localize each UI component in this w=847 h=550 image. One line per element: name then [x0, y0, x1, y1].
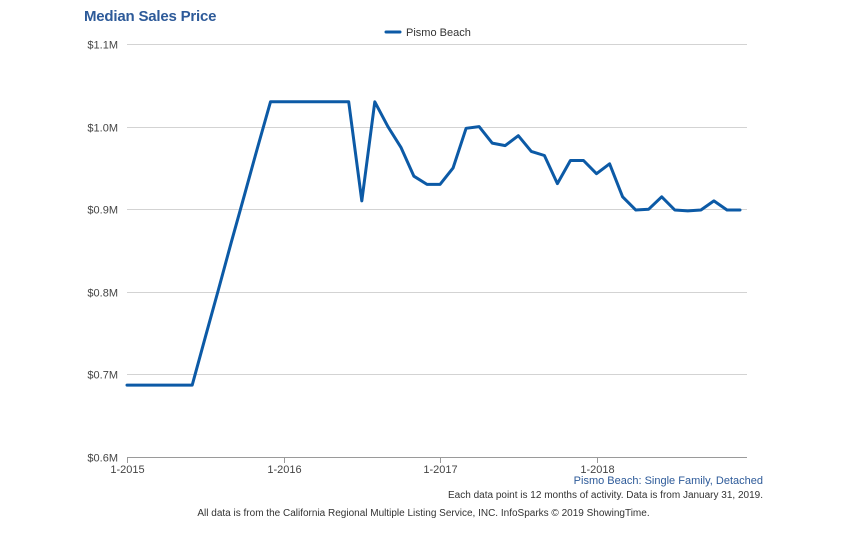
data-point[interactable]	[465, 127, 468, 130]
y-tick-label: $0.7M	[87, 370, 118, 382]
data-point[interactable]	[439, 183, 442, 186]
gridlines	[127, 44, 747, 458]
data-point[interactable]	[726, 209, 729, 212]
data-point[interactable]	[569, 159, 572, 162]
data-point[interactable]	[347, 100, 350, 103]
data-point[interactable]	[634, 209, 637, 212]
x-tick-label: 1-2018	[580, 464, 614, 476]
data-point[interactable]	[386, 125, 389, 128]
data-point[interactable]	[673, 209, 676, 212]
y-tick-label: $0.9M	[87, 205, 118, 217]
data-point[interactable]	[647, 208, 650, 211]
data-point[interactable]	[543, 154, 546, 157]
data-point[interactable]	[478, 125, 481, 128]
data-point[interactable]	[334, 100, 337, 103]
data-point[interactable]	[217, 289, 220, 292]
data-point[interactable]	[621, 195, 624, 198]
data-point[interactable]	[412, 175, 415, 178]
data-point[interactable]	[269, 100, 272, 103]
data-point[interactable]	[491, 142, 494, 145]
data-point[interactable]	[608, 162, 611, 165]
x-axis-ticks: 1-2015 1-2016 1-2017 1-2018	[110, 457, 615, 476]
legend[interactable]: Pismo Beach	[384, 27, 471, 39]
series-line-pismo-beach[interactable]	[125, 100, 742, 387]
y-axis-ticks: $0.6M $0.7M $0.8M $0.9M $1.0M $1.1M	[87, 40, 118, 465]
data-point[interactable]	[126, 384, 129, 387]
data-point[interactable]	[582, 159, 585, 162]
data-point[interactable]	[282, 100, 285, 103]
data-point[interactable]	[399, 146, 402, 149]
data-point[interactable]	[699, 209, 702, 212]
data-point[interactable]	[295, 100, 298, 103]
data-point[interactable]	[373, 100, 376, 103]
y-tick-label: $1.1M	[87, 40, 118, 52]
data-point[interactable]	[595, 172, 598, 175]
data-point[interactable]	[243, 194, 246, 197]
legend-label[interactable]: Pismo Beach	[406, 27, 471, 39]
data-point[interactable]	[321, 100, 324, 103]
data-point[interactable]	[152, 384, 155, 387]
y-tick-label: $0.6M	[87, 453, 118, 465]
data-point[interactable]	[530, 150, 533, 153]
data-point[interactable]	[165, 384, 168, 387]
data-point[interactable]	[504, 144, 507, 147]
data-point[interactable]	[308, 100, 311, 103]
x-tick-label: 1-2016	[267, 464, 301, 476]
data-point[interactable]	[712, 199, 715, 202]
data-point[interactable]	[426, 183, 429, 186]
x-tick-label: 1-2017	[423, 464, 457, 476]
chart-title: Median Sales Price	[84, 8, 217, 25]
data-point[interactable]	[556, 182, 559, 185]
data-point[interactable]	[139, 384, 142, 387]
data-point[interactable]	[660, 195, 663, 198]
data-point[interactable]	[686, 209, 689, 212]
data-point[interactable]	[360, 199, 363, 202]
y-tick-label: $0.8M	[87, 288, 118, 300]
y-tick-label: $1.0M	[87, 123, 118, 135]
period-note: Each data point is 12 months of activity…	[448, 490, 763, 501]
data-point[interactable]	[191, 384, 194, 387]
data-point[interactable]	[256, 147, 259, 150]
data-point[interactable]	[739, 209, 742, 212]
source-note: All data is from the California Regional…	[197, 508, 650, 519]
data-point[interactable]	[178, 384, 181, 387]
data-point[interactable]	[204, 336, 207, 339]
series-lines	[125, 100, 742, 387]
data-point[interactable]	[517, 134, 520, 137]
data-point[interactable]	[452, 166, 455, 169]
series-description: Pismo Beach: Single Family, Detached	[573, 475, 763, 487]
x-tick-label: 1-2015	[110, 464, 144, 476]
data-point[interactable]	[230, 241, 233, 244]
